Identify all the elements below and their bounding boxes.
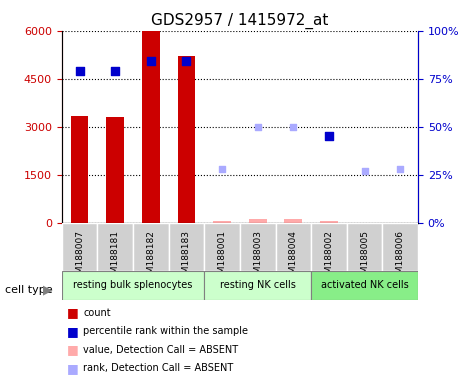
Text: rank, Detection Call = ABSENT: rank, Detection Call = ABSENT xyxy=(83,363,233,373)
Text: GSM188005: GSM188005 xyxy=(360,230,369,285)
Text: GSM188004: GSM188004 xyxy=(289,230,298,285)
FancyBboxPatch shape xyxy=(311,223,347,271)
Bar xyxy=(71,116,88,223)
Point xyxy=(361,168,369,174)
Title: GDS2957 / 1415972_at: GDS2957 / 1415972_at xyxy=(151,13,329,29)
Point xyxy=(218,166,226,172)
Point xyxy=(182,58,190,65)
Text: ▶: ▶ xyxy=(43,283,52,296)
Bar xyxy=(142,31,160,223)
Text: percentile rank within the sample: percentile rank within the sample xyxy=(83,326,248,336)
Text: ■: ■ xyxy=(66,325,78,338)
Text: ■: ■ xyxy=(66,343,78,356)
Bar xyxy=(320,221,338,223)
Text: GSM188182: GSM188182 xyxy=(146,230,155,285)
FancyBboxPatch shape xyxy=(62,271,204,300)
FancyBboxPatch shape xyxy=(62,223,97,271)
Point xyxy=(396,166,404,172)
Text: GSM188007: GSM188007 xyxy=(75,230,84,285)
Text: GSM188003: GSM188003 xyxy=(253,230,262,285)
Point xyxy=(111,68,119,74)
Bar xyxy=(106,117,124,223)
Text: count: count xyxy=(83,308,111,318)
FancyBboxPatch shape xyxy=(347,223,382,271)
FancyBboxPatch shape xyxy=(311,271,418,300)
FancyBboxPatch shape xyxy=(204,271,311,300)
Text: cell type: cell type xyxy=(5,285,52,295)
Point xyxy=(325,133,332,139)
Bar xyxy=(178,56,195,223)
FancyBboxPatch shape xyxy=(240,223,276,271)
Point xyxy=(147,58,155,65)
Text: GSM188183: GSM188183 xyxy=(182,230,191,285)
FancyBboxPatch shape xyxy=(169,223,204,271)
Text: resting NK cells: resting NK cells xyxy=(220,280,295,290)
Text: ■: ■ xyxy=(66,306,78,319)
Point xyxy=(289,124,297,130)
FancyBboxPatch shape xyxy=(382,223,418,271)
Text: ■: ■ xyxy=(66,362,78,375)
FancyBboxPatch shape xyxy=(97,223,133,271)
Point xyxy=(76,68,84,74)
Point xyxy=(254,124,261,130)
Text: GSM188006: GSM188006 xyxy=(396,230,405,285)
Text: GSM188001: GSM188001 xyxy=(218,230,227,285)
Text: resting bulk splenocytes: resting bulk splenocytes xyxy=(73,280,193,290)
Text: value, Detection Call = ABSENT: value, Detection Call = ABSENT xyxy=(83,345,238,355)
Bar xyxy=(285,219,302,223)
Text: GSM188002: GSM188002 xyxy=(324,230,333,285)
FancyBboxPatch shape xyxy=(204,223,240,271)
FancyBboxPatch shape xyxy=(276,223,311,271)
FancyBboxPatch shape xyxy=(133,223,169,271)
Bar xyxy=(213,221,231,223)
Bar xyxy=(249,219,266,223)
Text: activated NK cells: activated NK cells xyxy=(321,280,408,290)
Text: GSM188181: GSM188181 xyxy=(111,230,120,285)
